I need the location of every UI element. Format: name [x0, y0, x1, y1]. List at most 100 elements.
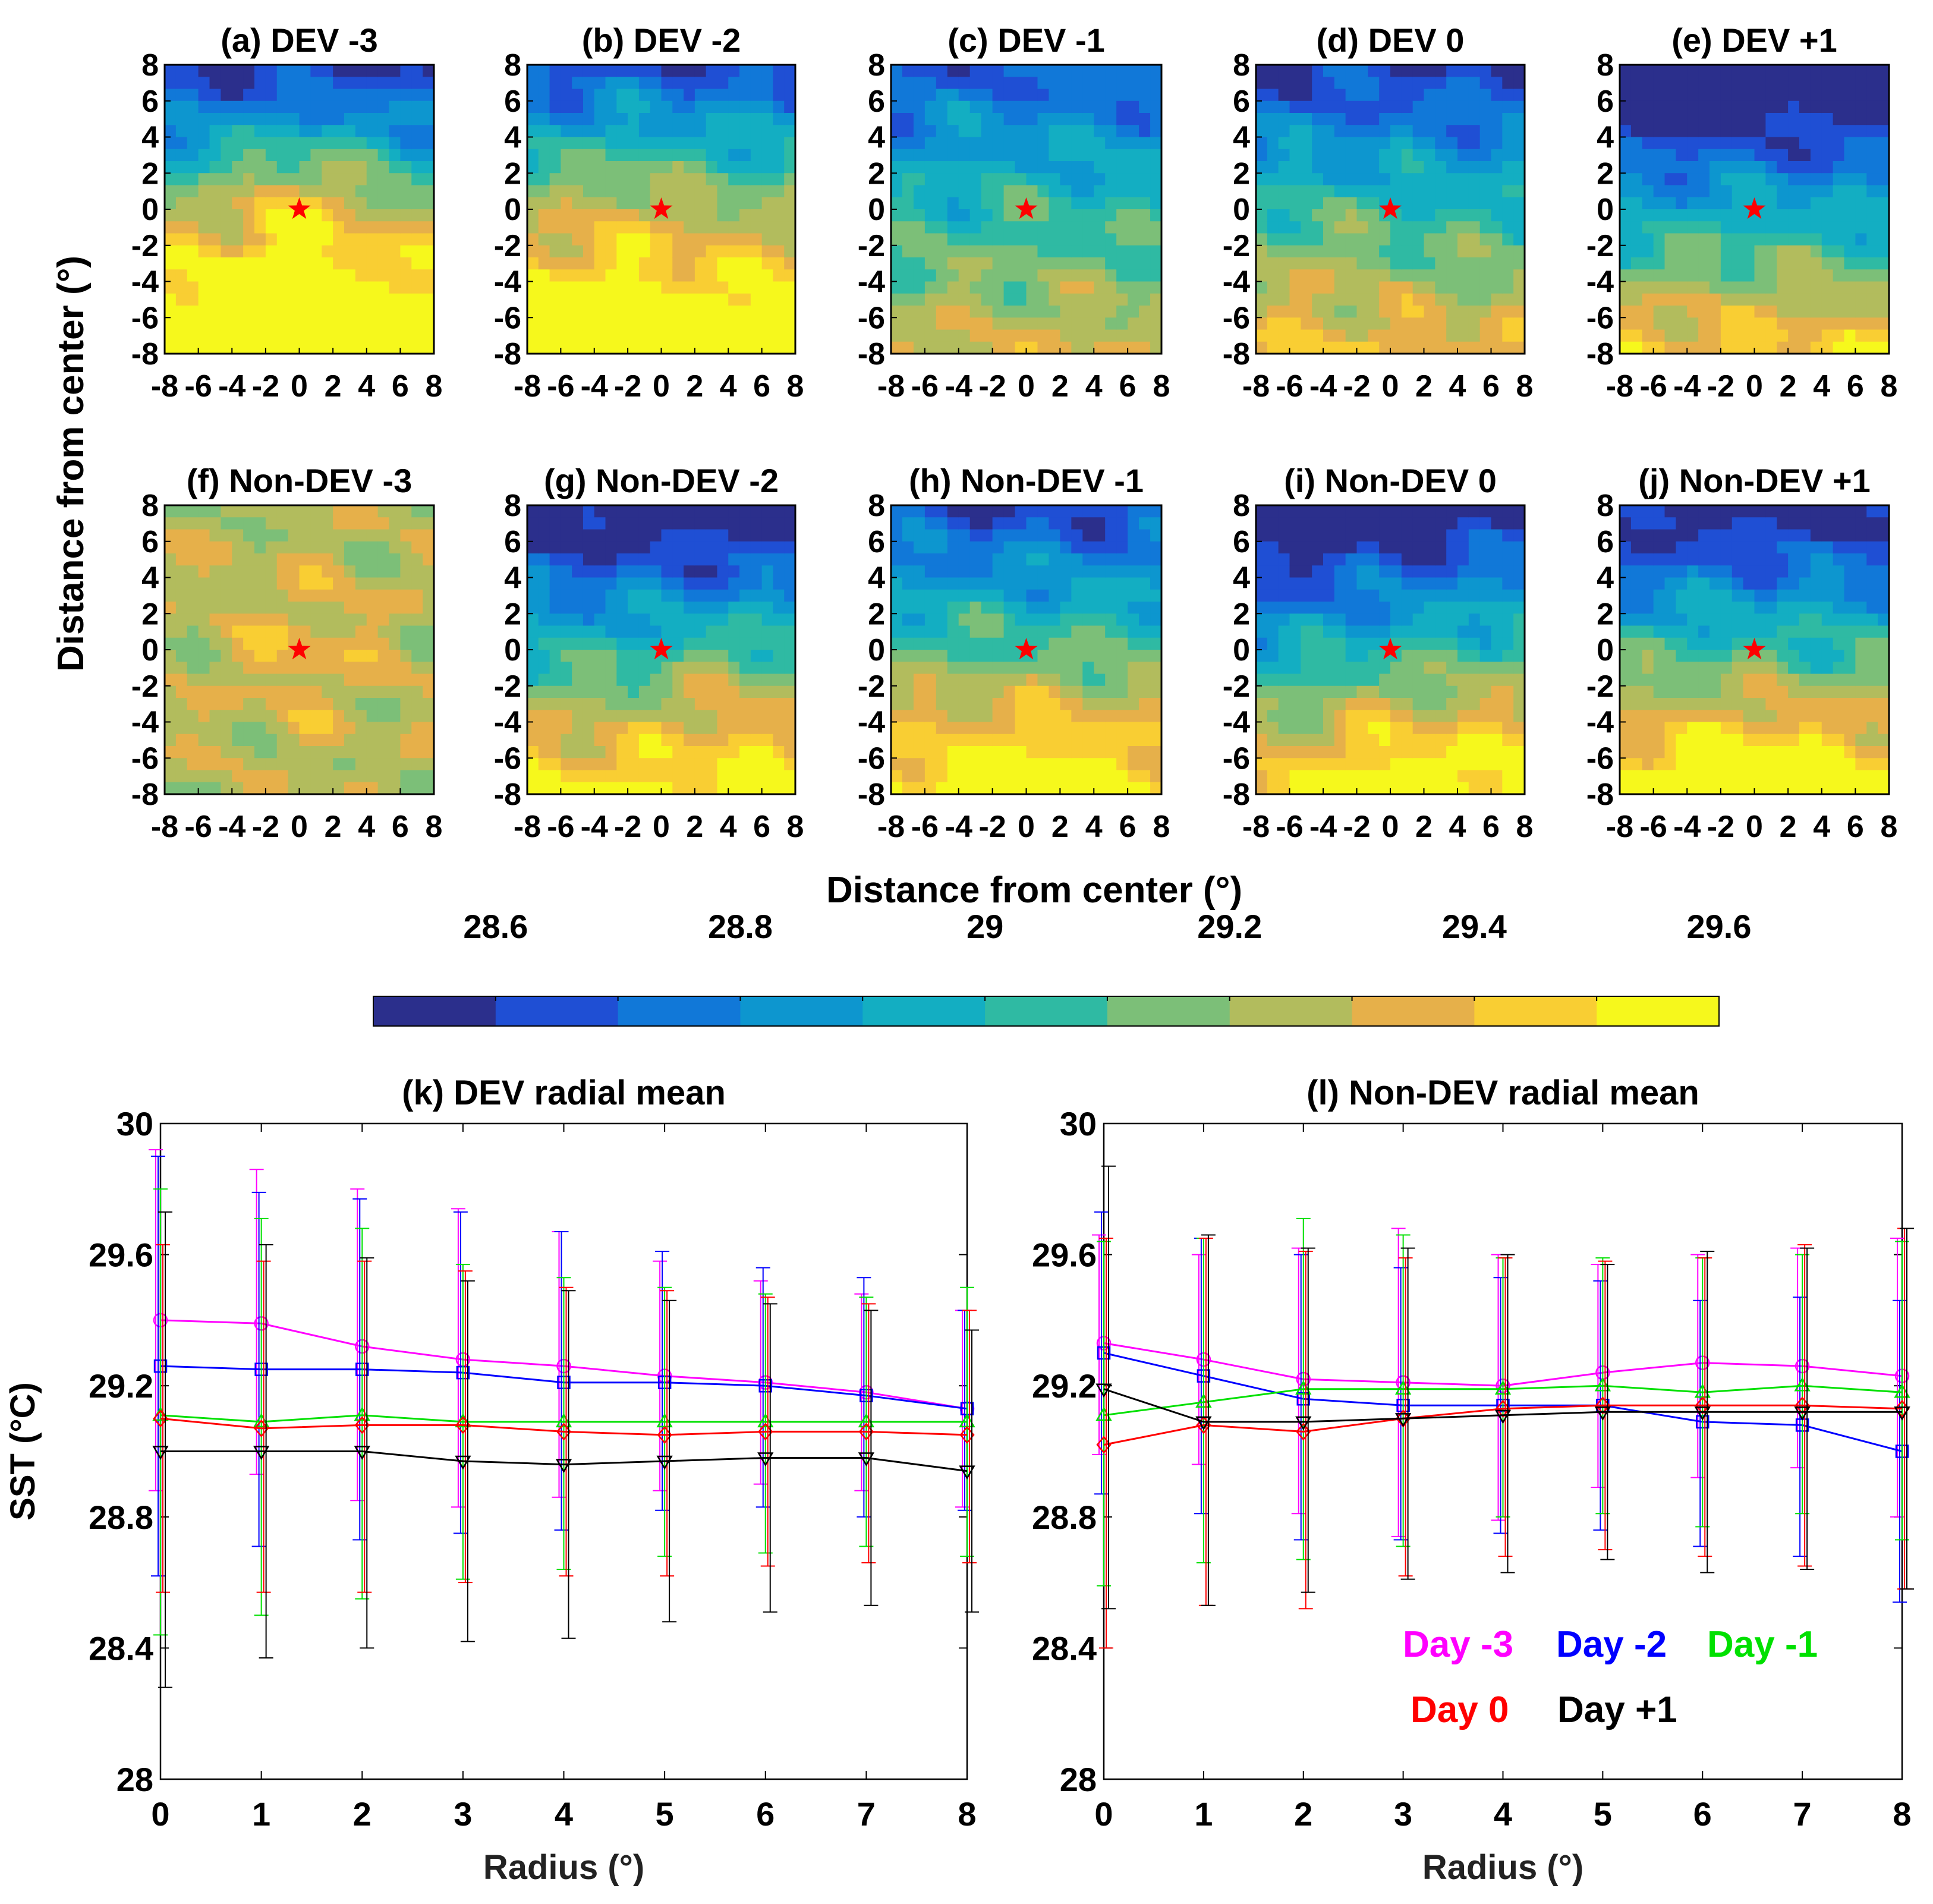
contour-cell [187, 613, 199, 627]
contour-cell [288, 746, 300, 759]
contour-cell [538, 233, 550, 246]
contour-cell [1720, 341, 1733, 354]
contour-cell [1502, 233, 1514, 246]
contour-cell [1642, 341, 1654, 354]
contour-cell [1256, 662, 1268, 675]
contour-cell [1810, 329, 1822, 342]
contour-cell [1620, 329, 1632, 342]
contour-cell [924, 710, 937, 723]
contour-cell [333, 674, 345, 687]
contour-cell [198, 317, 210, 331]
contour-cell [616, 281, 628, 294]
contour-cell [583, 758, 595, 771]
contour-cell [650, 281, 662, 294]
contour-cell [1687, 245, 1699, 258]
contour-cell [717, 173, 729, 186]
contour-cell [538, 197, 550, 210]
contour-cell [717, 281, 729, 294]
contour-cell [1128, 161, 1139, 174]
contour-cell [891, 625, 903, 638]
contour-cell [366, 100, 379, 114]
contour-cell [175, 734, 188, 747]
contour-cell [1071, 269, 1083, 282]
contour-cell [1049, 149, 1060, 162]
contour-cell [165, 329, 177, 342]
contour-cell [265, 317, 278, 331]
contour-cell [1446, 100, 1458, 114]
contour-cell [913, 89, 925, 102]
contour-cell [1015, 698, 1027, 710]
contour-cell [288, 602, 300, 614]
contour-cell [1788, 173, 1800, 186]
contour-cell [1049, 125, 1060, 138]
contour-cell [175, 662, 188, 675]
contour-cell [773, 100, 785, 114]
contour-cell [913, 517, 925, 530]
contour-cell [1289, 245, 1301, 258]
contour-cell [1676, 341, 1688, 354]
contour-cell [1082, 553, 1094, 566]
contour-cell [616, 137, 628, 150]
contour-cell [1150, 505, 1162, 518]
contour-cell [583, 674, 595, 687]
contour-cell [1687, 100, 1699, 114]
contour-cell [1334, 221, 1346, 234]
contour-cell [1289, 197, 1301, 210]
contour-cell [739, 698, 751, 710]
contour-cell [1267, 734, 1279, 747]
contour-cell [750, 65, 763, 77]
contour-cell [423, 329, 435, 342]
contour-cell [773, 577, 785, 590]
contour-cell [1128, 685, 1139, 698]
contour-cell [1116, 734, 1128, 747]
contour-cell [947, 613, 959, 627]
contour-cell [1267, 758, 1279, 771]
contour-cell [299, 113, 311, 125]
contour-cell [232, 245, 244, 258]
contour-cell [969, 281, 982, 294]
contour-cell [594, 233, 606, 246]
contour-cell [992, 221, 1005, 234]
contour-cell [527, 674, 539, 687]
contour-cell [1289, 89, 1301, 102]
contour-cell [1150, 517, 1162, 530]
contour-cell [310, 722, 322, 735]
contour-cell [913, 317, 925, 331]
contour-cell [773, 602, 785, 614]
contour-cell [947, 257, 959, 270]
contour-cell [549, 565, 561, 578]
contour-cell [1267, 233, 1279, 246]
contour-cell [1788, 89, 1800, 102]
contour-cell [1060, 89, 1072, 102]
contour-cell [750, 529, 763, 542]
contour-cell [549, 245, 561, 258]
contour-cell [209, 269, 221, 282]
contour-cell [684, 89, 695, 102]
contour-cell [1345, 245, 1358, 258]
contour-cell [1094, 173, 1106, 186]
contour-cell [583, 734, 595, 747]
contour-cell [924, 125, 937, 138]
contour-cell [605, 317, 617, 331]
contour-cell [423, 341, 435, 354]
contour-cell [1003, 89, 1016, 102]
contour-cell [549, 281, 561, 294]
contour-cell [1401, 233, 1413, 246]
contour-cell [969, 293, 982, 306]
contour-cell [969, 161, 982, 174]
contour-cell [672, 722, 684, 735]
contour-cell [902, 662, 914, 675]
contour-cell [322, 734, 333, 747]
contour-cell [650, 306, 662, 318]
contour-cell [221, 602, 232, 614]
contour-cell [411, 137, 423, 150]
contour-cell [1479, 185, 1492, 198]
contour-cell [616, 221, 628, 234]
contour-cell [761, 113, 774, 125]
contour-cell [1424, 100, 1435, 114]
contour-cell [902, 650, 914, 662]
contour-cell [1866, 209, 1878, 222]
contour-cell [583, 577, 595, 590]
contour-cell [936, 662, 948, 675]
contour-cell [1128, 758, 1139, 771]
